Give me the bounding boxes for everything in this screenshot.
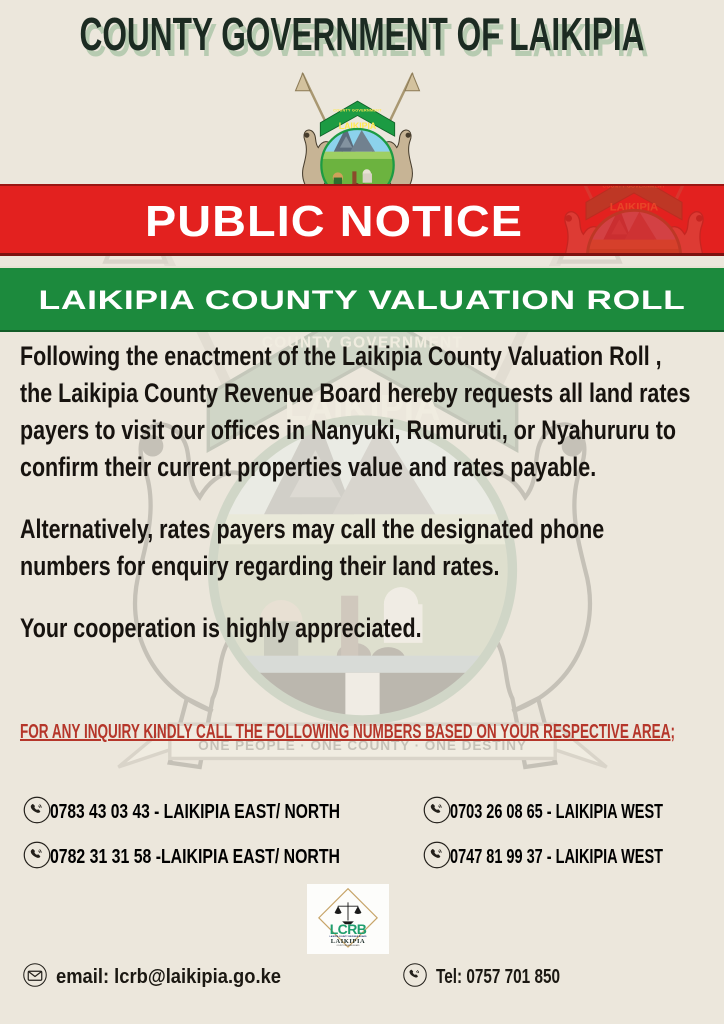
svg-text:PUBLIC NOTICE: PUBLIC NOTICE xyxy=(145,197,523,246)
svg-text:0783 43 03 43 - LAIKIPIA EAST/: 0783 43 03 43 - LAIKIPIA EAST/ NORTH xyxy=(50,801,340,823)
svg-text:0782 31 31 58 -LAIKIPIA EAST/: 0782 31 31 58 -LAIKIPIA EAST/ NORTH xyxy=(50,846,340,868)
svg-text:Tel: 0757 701 850: Tel: 0757 701 850 xyxy=(436,966,560,988)
svg-text:0747 81 99 37 - LAIKIPIA WEST: 0747 81 99 37 - LAIKIPIA WEST xyxy=(450,846,663,868)
svg-text:FOR ANY INQUIRY KINDLY CALL TH: FOR ANY INQUIRY KINDLY CALL THE FOLLOWIN… xyxy=(20,721,675,743)
svg-text:email: lcrb@laikipia.go.ke: email: lcrb@laikipia.go.ke xyxy=(56,966,281,988)
svg-text:0703 26 08 65 - LAIKIPIA WEST: 0703 26 08 65 - LAIKIPIA WEST xyxy=(450,801,663,823)
svg-text:COUNTY GOVERNMENT OF LAIKIPIA: COUNTY GOVERNMENT OF LAIKIPIA xyxy=(80,10,645,60)
svg-text:LAIKIPIA COUNTY VALUATION ROLL: LAIKIPIA COUNTY VALUATION ROLL xyxy=(39,285,686,315)
